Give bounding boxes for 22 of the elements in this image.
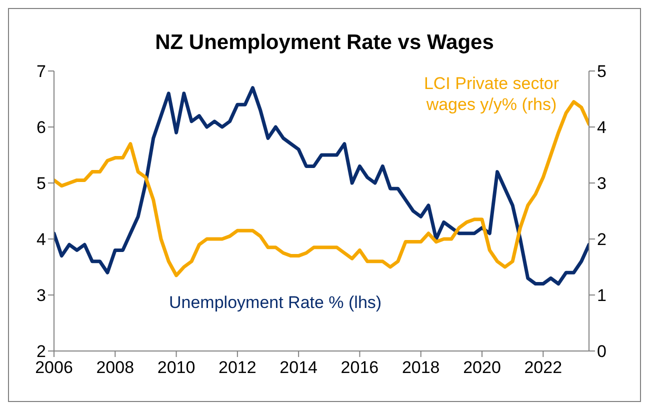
y-tick-label: 7 bbox=[36, 62, 46, 82]
y-tick-label: 6 bbox=[36, 118, 46, 138]
series-label: LCI Private sector wages y/y% (rhs) bbox=[422, 73, 560, 115]
chart-title: NZ Unemployment Rate vs Wages bbox=[154, 31, 495, 56]
x-tick-label: 2022 bbox=[524, 358, 562, 378]
y2-tick-label: 5 bbox=[597, 62, 606, 82]
y2-tick-label: 3 bbox=[597, 174, 606, 194]
x-tick-label: 2012 bbox=[218, 358, 256, 378]
x-tick-label: 2018 bbox=[402, 358, 440, 378]
x-tick-label: 2014 bbox=[280, 358, 318, 378]
y2-tick-label: 2 bbox=[597, 230, 606, 250]
y-tick-label: 3 bbox=[36, 286, 46, 306]
y2-tick-label: 0 bbox=[597, 342, 606, 362]
x-tick-label: 2010 bbox=[157, 358, 196, 378]
text: Unemployment Rate % (lhs) bbox=[169, 293, 382, 313]
x-tick-label: 2020 bbox=[463, 358, 501, 378]
y2-tick-label: 1 bbox=[597, 286, 606, 306]
y-tick-label: 5 bbox=[36, 174, 46, 194]
y-tick-label: 4 bbox=[36, 230, 46, 250]
x-tick-label: 2008 bbox=[96, 358, 134, 378]
x-tick-label: 2016 bbox=[340, 358, 379, 378]
y2-tick-label: 4 bbox=[597, 118, 606, 138]
